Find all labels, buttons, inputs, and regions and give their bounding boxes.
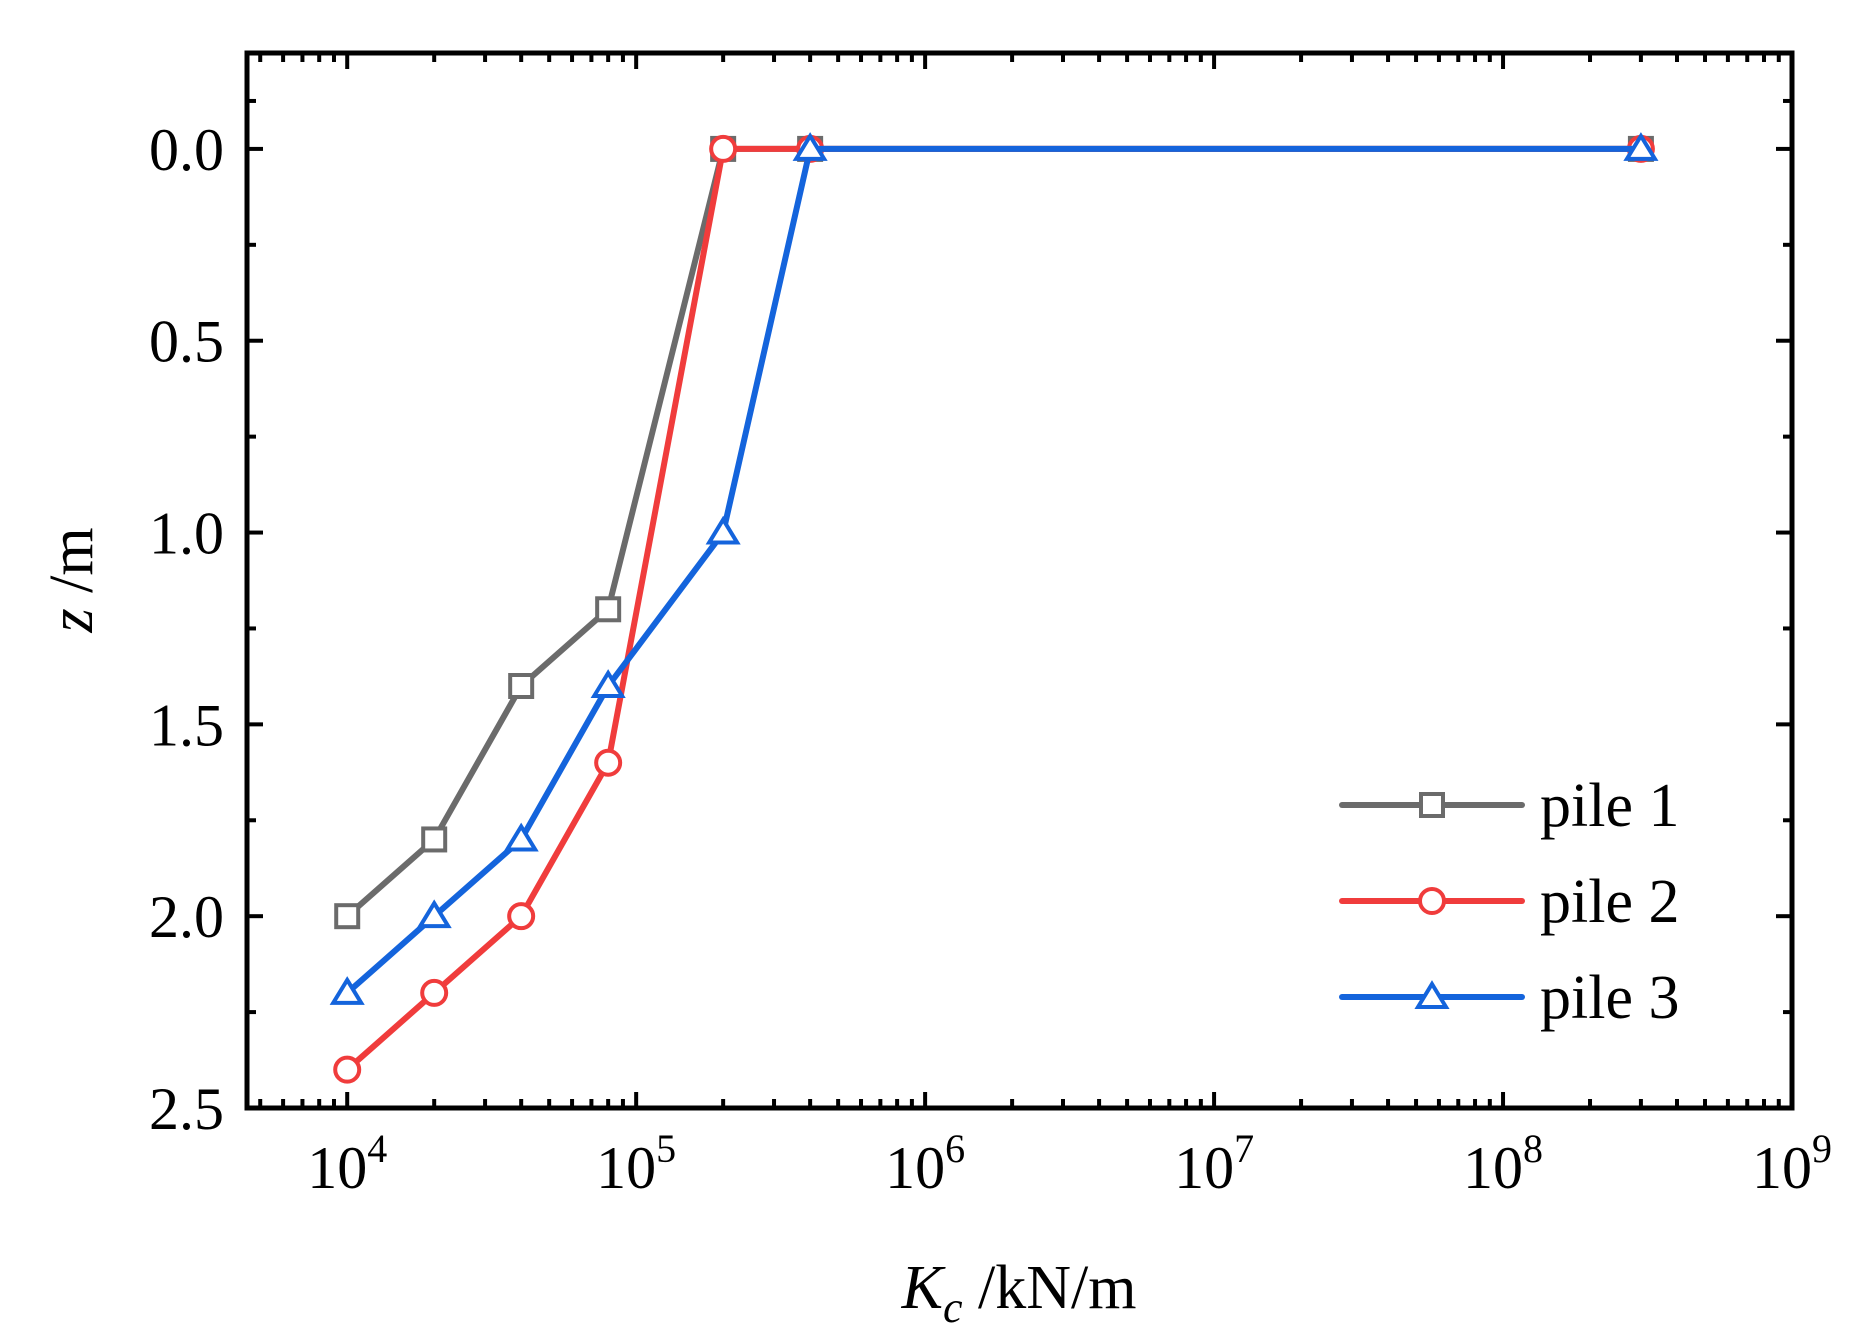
x-tick-label-base: 10 [885, 1135, 945, 1201]
x-tick-label: 106 [885, 1126, 965, 1201]
plot-frame [244, 50, 1795, 1111]
data-point [705, 515, 741, 545]
legend-marker [1419, 792, 1445, 818]
data-point [333, 1055, 362, 1084]
series-1 [334, 135, 1654, 930]
legend-label: pile 3 [1540, 964, 1679, 1032]
data-point [595, 596, 622, 623]
series-line [344, 145, 1644, 996]
x-tick-label: 104 [307, 1126, 387, 1201]
legend-label: pile 2 [1540, 868, 1679, 936]
ticks [247, 53, 1794, 1110]
legend-item-3: pile 3 [1339, 964, 1679, 1032]
x-tick-label: 109 [1752, 1126, 1832, 1201]
y-axis-label: z /m [38, 527, 106, 633]
x-tick-label-base: 10 [596, 1135, 656, 1201]
legend: pile 1 pile 2 pile 3 [1339, 772, 1679, 1032]
legend-marker [1414, 980, 1450, 1009]
y-axis-label-main: z [38, 608, 106, 633]
y-tick-label: 1.0 [149, 501, 224, 567]
data-point [329, 976, 365, 1005]
series-3 [329, 132, 1659, 1005]
x-tick-label-exponent: 9 [1812, 1126, 1832, 1171]
y-tick-label: 0.5 [149, 309, 224, 375]
series-layer [329, 132, 1659, 1084]
y-tick-label: 1.5 [149, 692, 224, 758]
x-tick-label-exponent: 5 [656, 1126, 676, 1171]
data-point [709, 134, 738, 163]
x-axis-label: Kc /kN/m [901, 1254, 1137, 1331]
data-point [507, 902, 536, 931]
x-tick-label-exponent: 6 [945, 1126, 965, 1171]
x-tick-label-base: 10 [307, 1135, 367, 1201]
x-tick-label-base: 10 [1752, 1135, 1812, 1201]
series-2 [333, 134, 1655, 1084]
x-tick-label: 108 [1463, 1126, 1543, 1201]
series-line [344, 145, 1644, 1073]
x-axis-label-main: K [901, 1254, 947, 1322]
data-point [792, 132, 828, 161]
legend-label: pile 1 [1540, 772, 1679, 840]
x-tick-label: 105 [596, 1126, 676, 1201]
y-tick-label: 0.0 [149, 117, 224, 183]
data-point [420, 978, 449, 1007]
x-tick-label: 107 [1174, 1126, 1254, 1201]
data-point [421, 826, 448, 853]
data-point [503, 822, 539, 852]
data-point [1623, 132, 1659, 161]
data-point [508, 673, 535, 699]
legend-item-1: pile 1 [1339, 772, 1679, 840]
legend-item-2: pile 2 [1339, 868, 1679, 936]
y-axis-label-unit: /m [38, 527, 106, 608]
x-tick-label-exponent: 8 [1523, 1126, 1543, 1171]
x-tick-label-base: 10 [1174, 1135, 1234, 1201]
data-point [590, 669, 626, 698]
x-tick-label-exponent: 4 [367, 1126, 387, 1171]
y-tick-label: 2.5 [149, 1076, 224, 1142]
data-point [334, 903, 361, 930]
x-tick-label-exponent: 7 [1234, 1126, 1254, 1171]
legend-marker [1418, 887, 1446, 915]
data-point [594, 748, 623, 777]
x-axis-label-unit: /kN/m [962, 1254, 1136, 1322]
y-tick-label: 2.0 [149, 884, 224, 950]
data-point [416, 899, 452, 929]
x-axis-label-subscript: c [943, 1283, 963, 1331]
x-tick-label-base: 10 [1463, 1135, 1523, 1201]
